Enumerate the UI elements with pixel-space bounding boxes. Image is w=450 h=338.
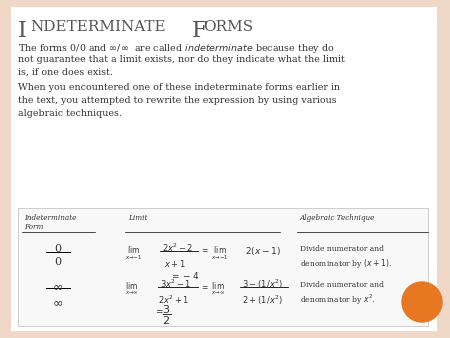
Text: $\infty$: $\infty$	[53, 280, 63, 293]
Text: ORMS: ORMS	[203, 20, 253, 34]
Text: $3x^2-1$: $3x^2-1$	[160, 278, 191, 290]
Text: Indeterminate: Indeterminate	[24, 214, 77, 222]
Text: the text, you attempted to rewrite the expression by using various: the text, you attempted to rewrite the e…	[18, 96, 337, 105]
Text: Divide numerator and: Divide numerator and	[300, 281, 384, 289]
Text: $=\ \lim_{x\to-1}$: $=\ \lim_{x\to-1}$	[200, 245, 229, 262]
Text: Divide numerator and: Divide numerator and	[300, 245, 384, 253]
Text: Algebraic Technique: Algebraic Technique	[300, 214, 375, 222]
Text: algebraic techniques.: algebraic techniques.	[18, 109, 122, 118]
Text: $=-4$: $=-4$	[170, 270, 199, 281]
Text: NDETERMINATE: NDETERMINATE	[30, 20, 166, 34]
Text: denominator by $(x + 1)$.: denominator by $(x + 1)$.	[300, 257, 392, 270]
Text: $2(x-1)$: $2(x-1)$	[245, 245, 281, 257]
Text: The forms 0/0 and $\infty/\infty$  are called $\mathit{indeterminate}$ because t: The forms 0/0 and $\infty/\infty$ are ca…	[18, 42, 335, 55]
Text: $\lim_{x\to\infty}$: $\lim_{x\to\infty}$	[125, 281, 139, 297]
Text: $\lim_{x\to-1}$: $\lim_{x\to-1}$	[125, 245, 142, 262]
Circle shape	[402, 282, 442, 322]
Text: $3-(1/x^2)$: $3-(1/x^2)$	[242, 278, 283, 291]
Text: is, if one does exist.: is, if one does exist.	[18, 68, 113, 77]
Text: $x+1$: $x+1$	[164, 258, 186, 269]
FancyBboxPatch shape	[18, 208, 428, 326]
Text: I: I	[18, 20, 27, 42]
Text: 0: 0	[54, 244, 62, 254]
Text: $2+(1/x^2)$: $2+(1/x^2)$	[242, 294, 283, 307]
Text: denominator by $x^2$.: denominator by $x^2$.	[300, 293, 376, 307]
Text: Form: Form	[24, 223, 43, 231]
Text: Limit: Limit	[128, 214, 148, 222]
Text: $2x^2+1$: $2x^2+1$	[158, 294, 189, 307]
Text: not guarantee that a limit exists, nor do they indicate what the limit: not guarantee that a limit exists, nor d…	[18, 55, 345, 64]
Text: $\dfrac{3}{2}$: $\dfrac{3}{2}$	[162, 304, 171, 328]
Text: When you encountered one of these indeterminate forms earlier in: When you encountered one of these indete…	[18, 83, 340, 92]
Text: $=\ \lim_{x\to\infty}$: $=\ \lim_{x\to\infty}$	[200, 281, 225, 297]
Text: F: F	[192, 20, 207, 42]
Text: $2x^2-2$: $2x^2-2$	[162, 242, 194, 255]
Text: $=$: $=$	[154, 306, 164, 315]
Text: 0: 0	[54, 257, 62, 267]
Text: $\infty$: $\infty$	[53, 296, 63, 309]
